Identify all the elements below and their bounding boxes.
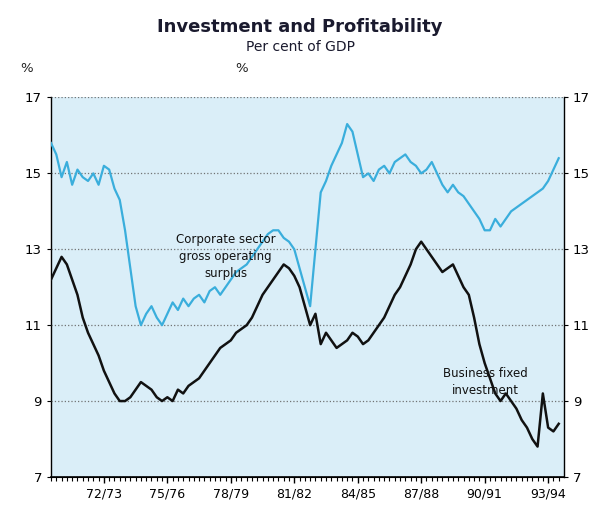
Text: %: % (20, 62, 33, 75)
Text: Per cent of GDP: Per cent of GDP (245, 40, 355, 54)
Text: Investment and Profitability: Investment and Profitability (157, 18, 443, 36)
Text: Business fixed
investment: Business fixed investment (443, 367, 528, 397)
Text: %: % (236, 62, 248, 75)
Text: Corporate sector
gross operating
surplus: Corporate sector gross operating surplus (176, 233, 275, 280)
